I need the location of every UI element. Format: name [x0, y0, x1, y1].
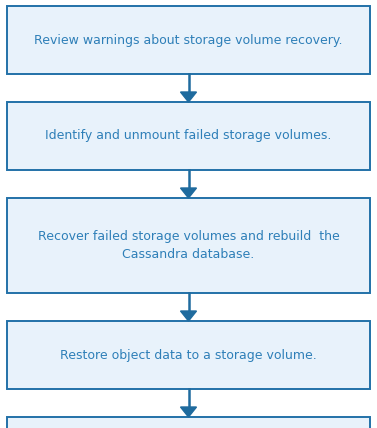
- Polygon shape: [181, 188, 196, 198]
- Text: Review warnings about storage volume recovery.: Review warnings about storage volume rec…: [34, 33, 343, 47]
- Text: Restore object data to a storage volume.: Restore object data to a storage volume.: [60, 348, 317, 362]
- FancyBboxPatch shape: [7, 321, 370, 389]
- FancyBboxPatch shape: [7, 198, 370, 293]
- Polygon shape: [181, 311, 196, 321]
- Polygon shape: [181, 407, 196, 417]
- FancyBboxPatch shape: [7, 417, 370, 428]
- Text: Recover failed storage volumes and rebuild  the
Cassandra database.: Recover failed storage volumes and rebui…: [38, 230, 339, 261]
- Text: Identify and unmount failed storage volumes.: Identify and unmount failed storage volu…: [45, 130, 332, 143]
- FancyBboxPatch shape: [7, 102, 370, 170]
- FancyBboxPatch shape: [7, 6, 370, 74]
- Polygon shape: [181, 92, 196, 102]
